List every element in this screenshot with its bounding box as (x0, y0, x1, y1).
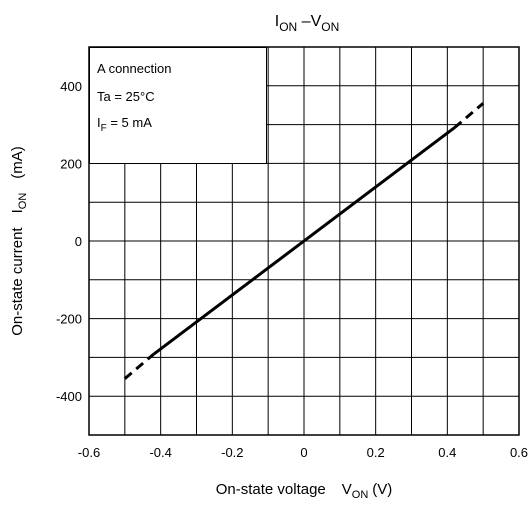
y-tick-label: -400 (56, 389, 82, 404)
y-tick-label: 200 (60, 156, 82, 171)
legend-box (89, 47, 267, 164)
x-tick-label: -0.6 (78, 445, 100, 460)
legend-line-connection: A connection (97, 61, 171, 76)
x-tick-label: 0.2 (367, 445, 385, 460)
series-line-solid-0 (152, 126, 456, 356)
plot-frame (88, 46, 520, 436)
legend-line-current: IF = 5 mA (97, 115, 152, 134)
legend-line-temperature: Ta = 25°C (97, 89, 155, 104)
x-tick-label: 0 (300, 445, 307, 460)
x-tick-label: 0.4 (438, 445, 456, 460)
y-tick-labels: -400 -200 0 200 400 (56, 79, 82, 404)
series-line-dashed-2 (453, 102, 485, 129)
grid (89, 47, 519, 435)
series-group (123, 102, 485, 380)
y-tick-label: 400 (60, 79, 82, 94)
series-line-dashed-1 (123, 353, 155, 380)
chart-title: ION –VON (275, 13, 339, 34)
x-tick-label: -0.2 (221, 445, 243, 460)
x-tick-label: -0.4 (149, 445, 171, 460)
x-tick-label: 0.6 (510, 445, 528, 460)
y-tick-label: -200 (56, 312, 82, 327)
y-axis-label: On-state currentION(mA) (9, 146, 29, 336)
x-tick-labels: -0.6 -0.4 -0.2 0 0.2 0.4 0.6 (78, 445, 528, 460)
y-tick-label: 0 (75, 234, 82, 249)
legend: A connection Ta = 25°C IF = 5 mA (89, 47, 267, 164)
x-axis-label: On-state voltage VON (V) (216, 481, 393, 501)
